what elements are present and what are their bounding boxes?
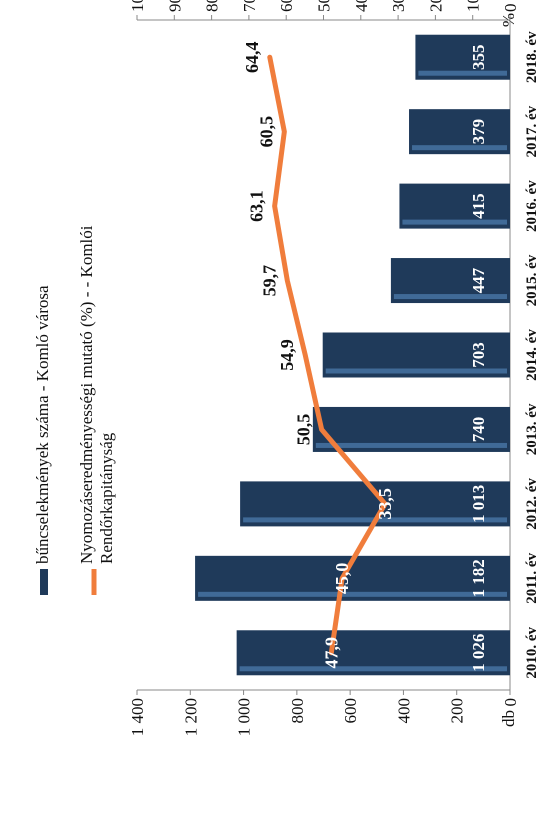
line-value-label: 33,5 <box>375 488 395 520</box>
bar-value-label: 1 013 <box>469 485 488 523</box>
line-point <box>303 353 307 357</box>
x-tick-label: 2016. év <box>524 180 540 232</box>
y-left-tick-label: 200 <box>448 698 467 724</box>
bar <box>195 555 510 601</box>
line-point <box>340 576 344 580</box>
y-left-tick-label: 800 <box>288 698 307 724</box>
y-right-tick-label: 0 <box>501 4 520 13</box>
bar <box>312 406 511 452</box>
x-tick-label: 2012. év <box>524 478 540 530</box>
x-tick-label: 2013. év <box>524 403 540 455</box>
bar-value-label: 447 <box>469 267 488 293</box>
y-right-tick-label: 90 <box>165 0 184 12</box>
bar-value-label: 703 <box>469 342 488 368</box>
x-tick-label: 2010. év <box>524 626 540 678</box>
line-value-label: 63,1 <box>247 190 267 222</box>
bar <box>390 258 511 304</box>
data-labels: 1 026 1 182 1 013 740 703 447 415 379 355 47,9 45,… <box>242 41 488 671</box>
bar-highlight <box>239 666 507 672</box>
line-value-label: 64,4 <box>242 41 262 73</box>
y-left-tick-label: 400 <box>394 698 413 724</box>
bar <box>236 630 510 676</box>
line-point <box>383 502 387 506</box>
line-point <box>268 55 272 59</box>
y-right-tick-label: 40 <box>352 0 371 12</box>
y-right-tick-label: 20 <box>426 0 445 12</box>
x-tick-label: 2018. év <box>524 31 540 83</box>
line-point <box>282 130 286 134</box>
bar-value-label: 379 <box>469 119 488 145</box>
bar-highlight <box>198 591 507 597</box>
bar-highlight <box>412 145 507 151</box>
chart-axes: 0 200 400 600 800 1 000 1 200 1 400 0 10 20 30 40 50 6… <box>128 0 540 736</box>
bar-highlight <box>393 294 508 300</box>
bar-value-label: 1 182 <box>469 559 488 597</box>
bar <box>240 481 511 527</box>
y-right-tick-label: 10 <box>464 0 483 12</box>
bar-highlight <box>418 70 507 76</box>
y-left-tick-label: 1 200 <box>181 698 200 736</box>
bar <box>322 332 510 378</box>
y-right-tick-label: 50 <box>315 0 334 12</box>
legend-label-clearance-rate: Nyomozáseredményességi mutató (%) - - Ko… <box>77 221 116 564</box>
line-value-label: 59,7 <box>259 265 279 297</box>
legend-label-crime-count: bűncselekmények száma - Komló városa <box>33 285 52 564</box>
y-right-tick-label: 70 <box>240 0 259 12</box>
legend-swatch-crime-count <box>40 569 48 595</box>
y-right-tick-label: 30 <box>389 0 408 12</box>
line-point <box>329 651 333 655</box>
line-value-label: 50,5 <box>294 414 314 446</box>
line-series <box>267 54 388 656</box>
y-right-tick-label: 60 <box>277 0 296 12</box>
y-left-tick-label: 1 400 <box>128 698 147 736</box>
line-point <box>320 427 324 431</box>
line-point <box>285 279 289 283</box>
line-point <box>273 204 277 208</box>
bar <box>415 34 510 80</box>
line-value-label: 47,9 <box>321 637 341 669</box>
bar <box>409 109 510 155</box>
bar-series <box>195 34 511 676</box>
x-tick-label: 2011. év <box>524 552 540 603</box>
y-axis-left-title: db <box>499 710 518 727</box>
bar-highlight <box>315 442 508 448</box>
bar-value-label: 415 <box>469 193 488 219</box>
bar <box>399 183 510 229</box>
bar-highlight <box>325 368 507 374</box>
chart-legend: bűncselekmények száma - Komló városa Nyo… <box>33 221 116 595</box>
bar-highlight <box>402 219 507 225</box>
bar-value-label: 355 <box>469 44 488 70</box>
line-value-label: 45,0 <box>332 563 352 595</box>
line-value-label: 54,9 <box>277 339 297 371</box>
x-tick-label: 2014. év <box>524 329 540 381</box>
bar-value-label: 740 <box>469 417 488 443</box>
y-left-tick-label: 1 000 <box>235 698 254 736</box>
y-right-tick-label: 100 <box>128 0 147 12</box>
bar-value-label: 1 026 <box>469 634 488 672</box>
y-right-tick-label: 80 <box>203 0 222 12</box>
x-tick-label: 2017. év <box>524 105 540 157</box>
y-left-tick-label: 600 <box>341 698 360 724</box>
y-left-tick-label: 0 <box>501 698 520 707</box>
line-value-label: 60,5 <box>256 116 276 148</box>
x-tick-label: 2015. év <box>524 254 540 306</box>
